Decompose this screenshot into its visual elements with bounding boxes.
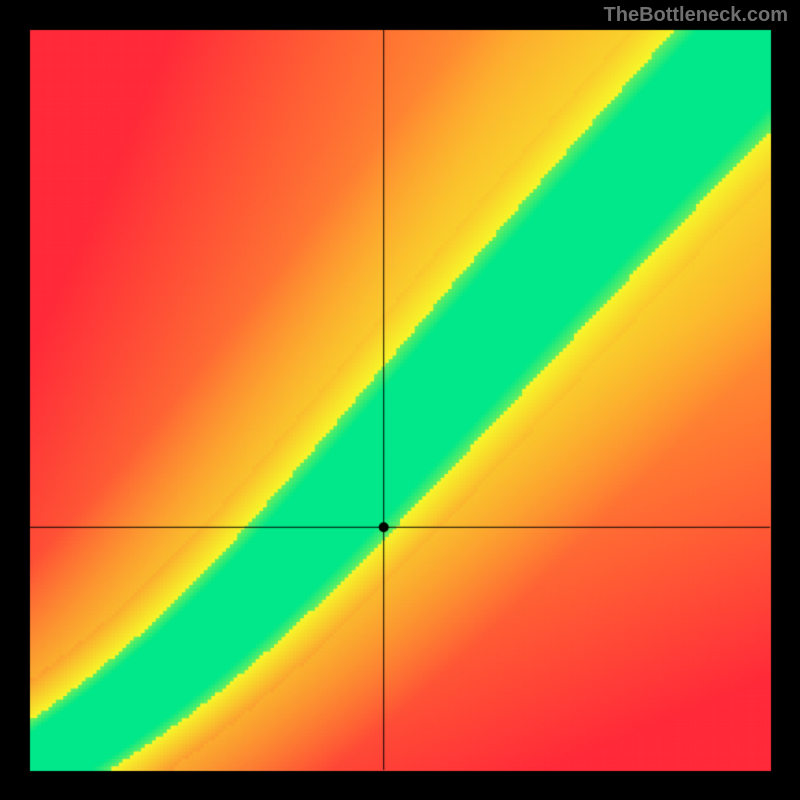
watermark-text: TheBottleneck.com xyxy=(604,4,788,27)
bottleneck-heatmap xyxy=(0,0,800,800)
